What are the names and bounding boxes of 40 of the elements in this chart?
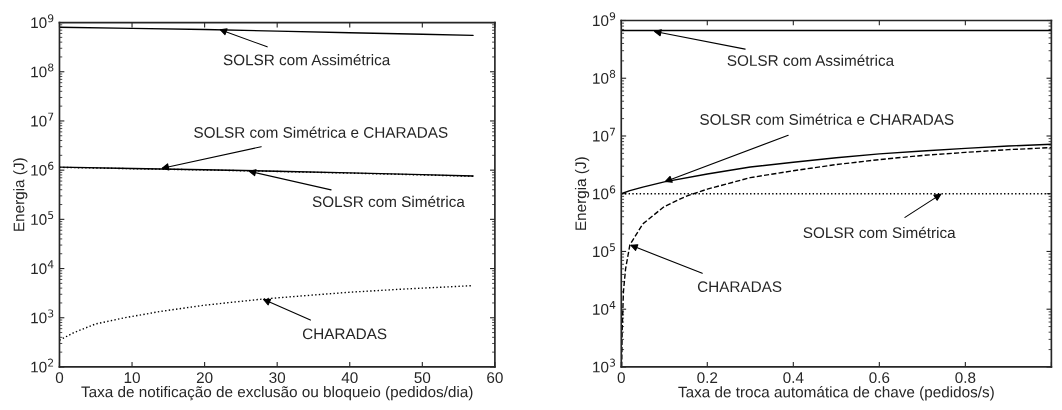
y-tick-label: 10$^{7}$ bbox=[593, 127, 615, 142]
annotation: SOLSR com Simétrica e CHARADAS bbox=[700, 113, 954, 125]
x-tick-label: 60 bbox=[487, 372, 503, 384]
x-axis-title: Taxa de troca automática de chave (pedidos/s) bbox=[678, 386, 994, 401]
y-tick-label: 10$^{5}$ bbox=[31, 211, 54, 225]
annotation: SOLSR com Assimétrica bbox=[223, 53, 391, 66]
y-tick-label: 10$^{8}$ bbox=[31, 63, 54, 78]
y-tick-label: 10$^{7}$ bbox=[31, 112, 54, 127]
y-tick-label: 10$^{4}$ bbox=[31, 260, 54, 275]
annotation: CHARADAS bbox=[302, 328, 387, 340]
y-tick-label: 10$^{9}$ bbox=[31, 14, 54, 29]
x-tick-label: 0 bbox=[55, 372, 64, 384]
y-tick-label: 10$^{6}$ bbox=[31, 161, 54, 176]
y-tick-label: 10$^{2}$ bbox=[31, 358, 54, 373]
annotation: CHARADAS bbox=[697, 281, 782, 293]
x-axis-title: Taxa de notificação de exclusão ou bloqueio (pedidos/dia) bbox=[81, 386, 473, 401]
y-axis-title: Energia (J) bbox=[574, 157, 590, 230]
y-tick-label: 10$^{5}$ bbox=[593, 243, 615, 258]
y-tick-label: 10$^{6}$ bbox=[593, 185, 616, 200]
annotation: SOLSR com Simétrica e CHARADAS bbox=[194, 126, 448, 138]
x-tick-label: 0 bbox=[617, 372, 625, 384]
y-tick-label: 10$^{3}$ bbox=[593, 358, 616, 373]
x-tick-label: 20 bbox=[196, 372, 213, 384]
y-tick-label: 10$^{4}$ bbox=[593, 300, 616, 315]
x-tick-label: 50 bbox=[414, 372, 431, 384]
annotation: SOLSR com Simétrica bbox=[803, 226, 956, 239]
x-tick-label: 0.2 bbox=[697, 372, 718, 384]
annotation: SOLSR com Simétrica bbox=[312, 195, 465, 208]
line-series bbox=[59, 284, 474, 341]
x-tick-label: 0.6 bbox=[869, 372, 890, 384]
y-tick-label: 10$^{3}$ bbox=[31, 309, 54, 324]
y-tick-label: 10$^{8}$ bbox=[593, 69, 616, 84]
x-tick-label: 0.4 bbox=[783, 372, 804, 384]
x-tick-label: 0.8 bbox=[955, 372, 976, 384]
annotation: SOLSR com Assimétrica bbox=[727, 54, 895, 66]
y-axis-title: Energia (J) bbox=[13, 158, 28, 231]
x-tick-label: 40 bbox=[341, 372, 358, 384]
x-tick-label: 10 bbox=[124, 372, 140, 384]
x-tick-label: 30 bbox=[269, 372, 286, 384]
y-tick-label: 10$^{9}$ bbox=[593, 12, 616, 27]
